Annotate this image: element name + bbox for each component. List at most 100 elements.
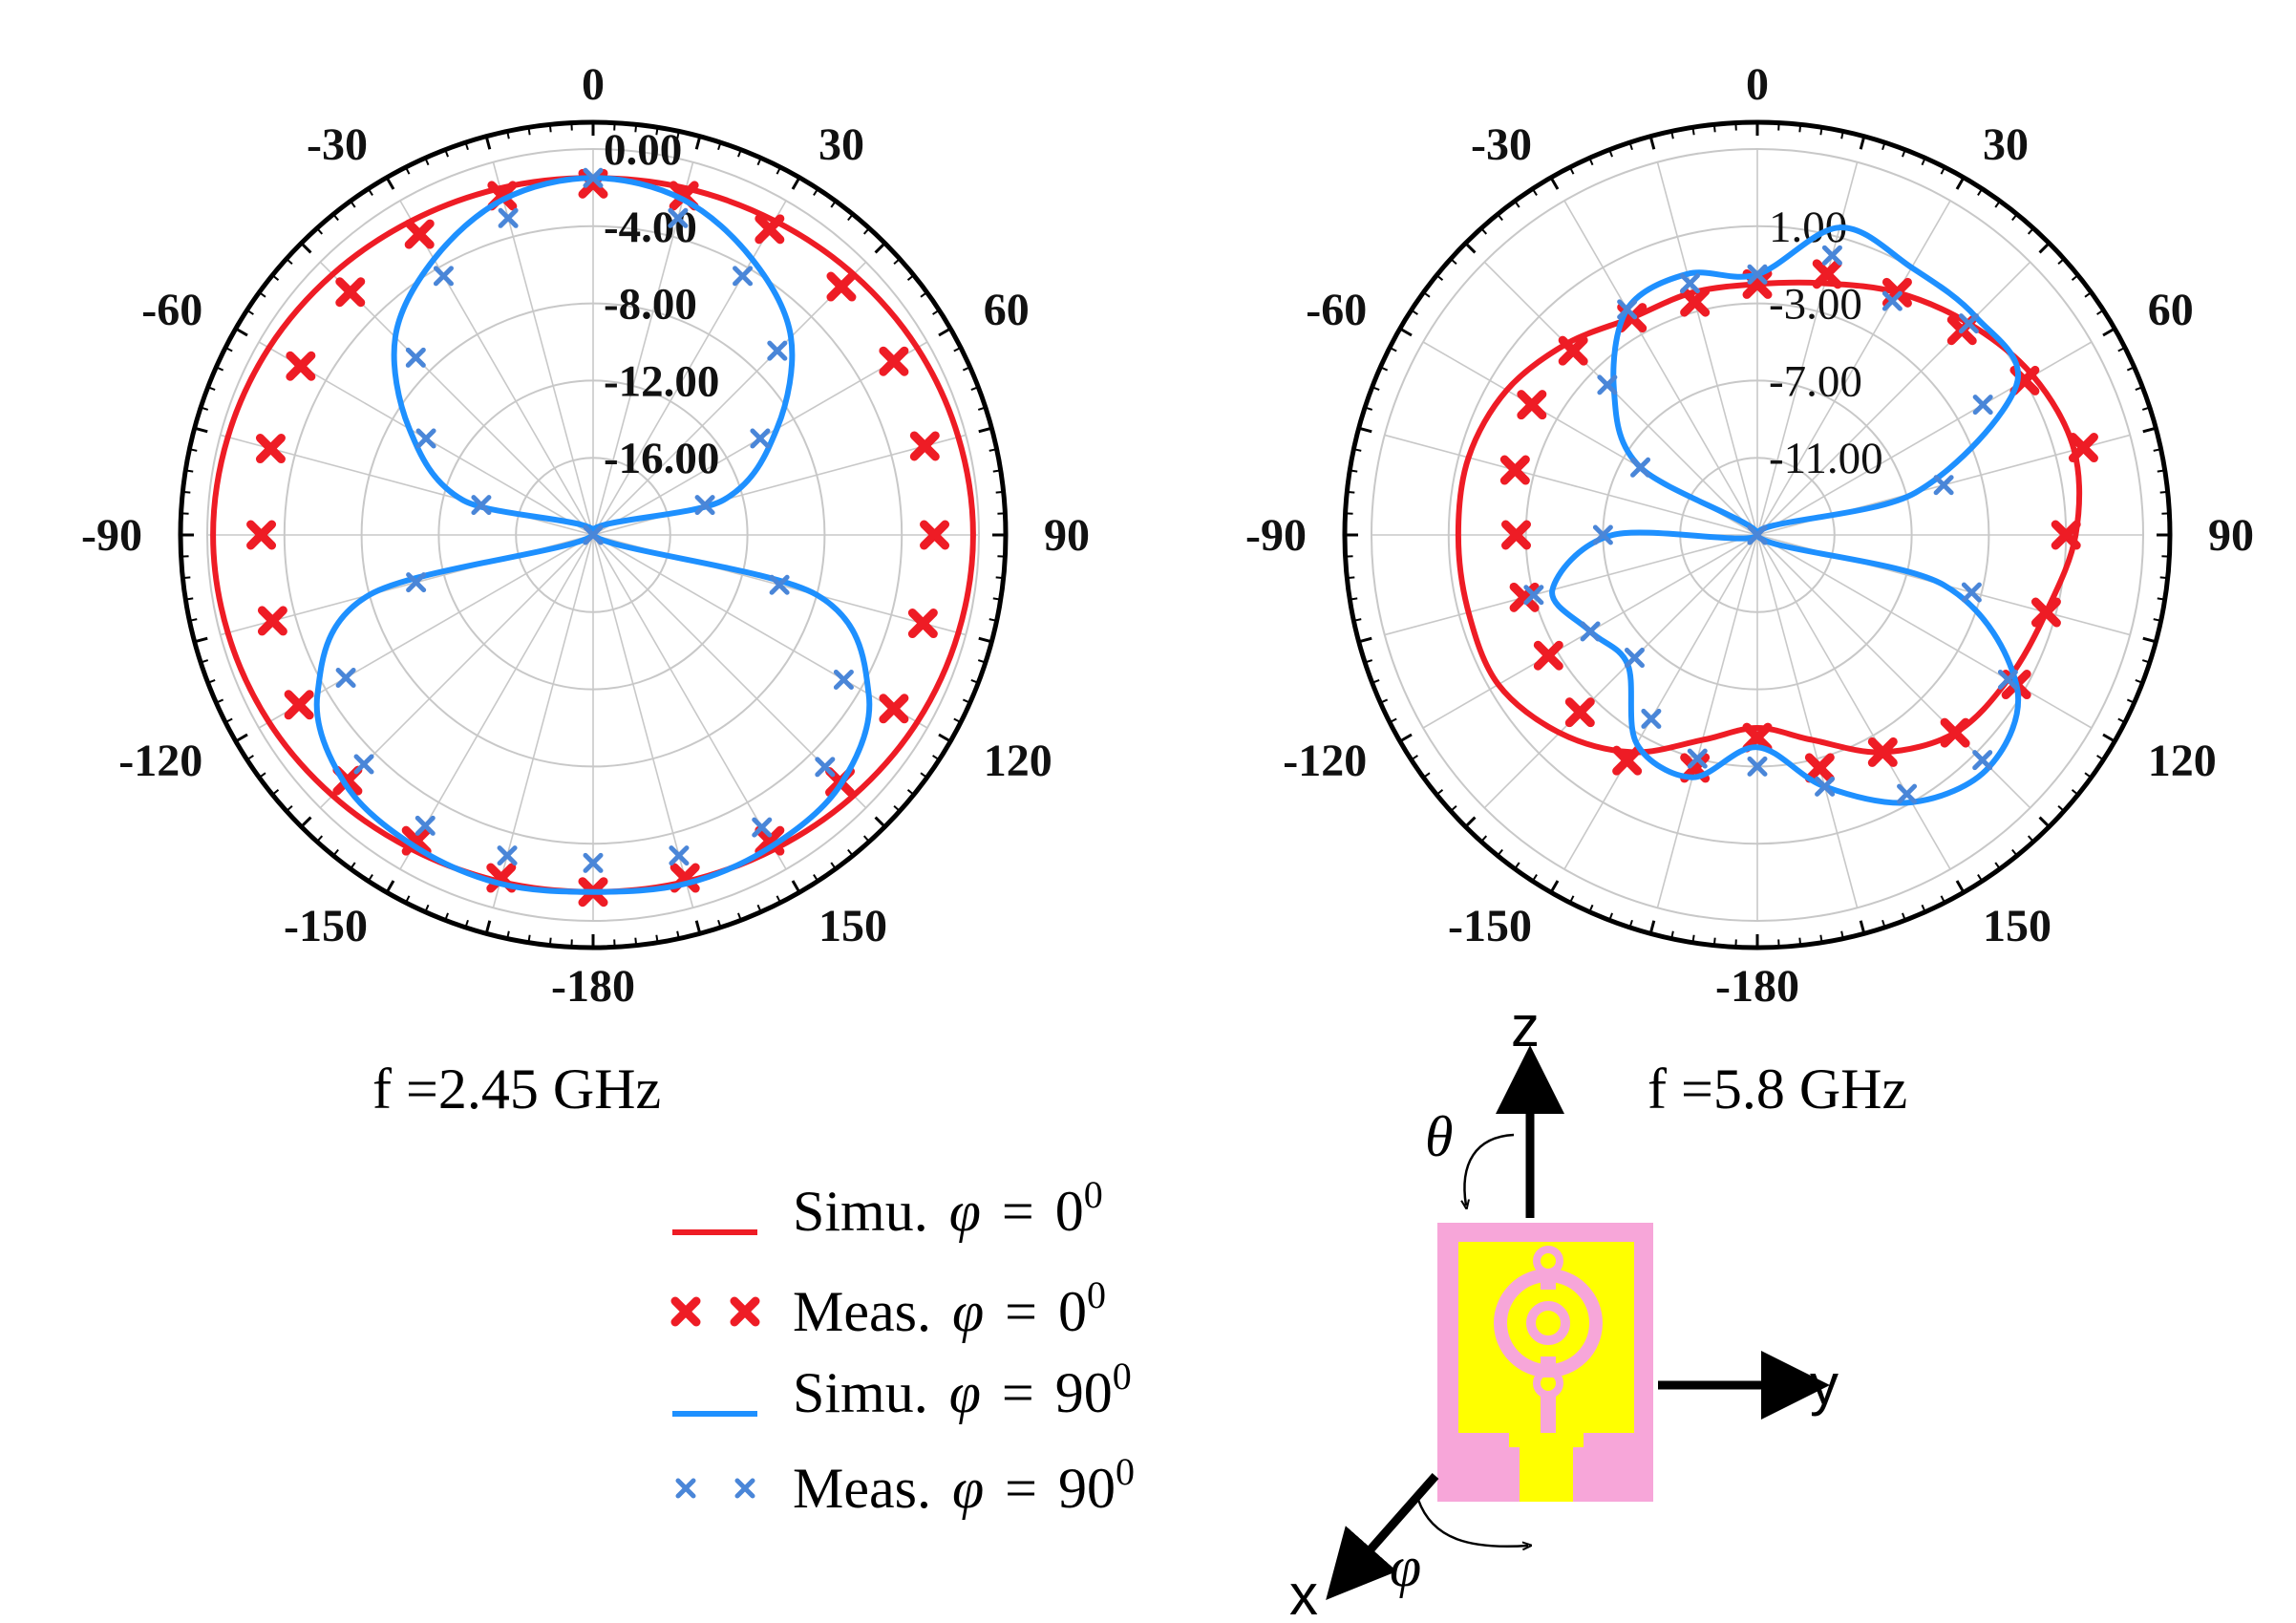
marker-meas-phi-90 [750, 428, 771, 449]
legend-label: Meas. [793, 1457, 931, 1520]
rim-tick [1588, 157, 1594, 166]
marker-meas-phi-0 [1680, 287, 1711, 317]
rim-tick [1531, 188, 1538, 196]
rim-tick [1531, 874, 1538, 882]
rim-tick [258, 291, 266, 298]
marker-meas-phi-90 [498, 207, 519, 228]
rim-tick [367, 874, 373, 882]
grid-spoke [592, 534, 928, 729]
rim-tick [424, 157, 430, 166]
rim-tick [2038, 816, 2051, 828]
legend-value: 0 [1058, 1280, 1087, 1343]
rim-tick [1464, 242, 1477, 254]
rim-tick [791, 177, 801, 190]
legend-phi: φ [949, 1361, 981, 1424]
rim-tick [2057, 804, 2065, 812]
rim-tick [1955, 880, 1966, 893]
rim-tick [2159, 490, 2168, 494]
rim-tick [464, 141, 469, 151]
rim-tick [2153, 618, 2161, 622]
marker-meas-phi-90 [415, 428, 436, 449]
rim-tick [813, 188, 819, 196]
rim-tick [1350, 469, 1358, 473]
rim-tick [717, 141, 722, 151]
angle-tick-label: -60 [141, 285, 202, 335]
radial-tick-label: 0.00 [604, 125, 682, 175]
rim-tick [1514, 862, 1520, 870]
rim-tick [1628, 919, 1633, 929]
legend-equals: = [1005, 1280, 1037, 1343]
marker-meas-phi-0 [335, 277, 366, 308]
marker-meas-phi-90 [1958, 313, 1979, 334]
radial-tick-label: -7.00 [1769, 356, 1862, 406]
marker-meas-phi-90 [1997, 670, 2018, 690]
marker-meas-phi-90 [1972, 395, 1993, 416]
rim-tick [189, 618, 198, 622]
angle-tick-label: -120 [1283, 736, 1367, 786]
caption-left: f =2.45 GHz [372, 1057, 661, 1121]
rim-tick [1568, 895, 1575, 904]
legend-equals: = [1002, 1180, 1034, 1243]
grid-spoke [1756, 534, 1951, 870]
grid-spoke [1756, 534, 1859, 908]
legend-value: 90 [1055, 1361, 1113, 1424]
rim-tick [404, 895, 411, 904]
rim-tick [874, 816, 886, 828]
rim-tick [424, 904, 430, 913]
rim-tick [332, 848, 339, 857]
rim-tick [932, 755, 940, 761]
rim-tick [1670, 930, 1674, 939]
rim-tick [286, 804, 293, 812]
rim-tick [484, 920, 492, 934]
marker-meas-phi-0 [826, 271, 857, 302]
rim-tick [444, 912, 449, 921]
rim-tick [1350, 597, 1358, 601]
rim-tick [1353, 618, 1362, 622]
rim-tick [1411, 309, 1418, 315]
rim-tick [2071, 274, 2079, 281]
rim-tick [995, 490, 1004, 494]
legend-superscript: 0 [1113, 1355, 1132, 1398]
y-axis-label: y [1810, 1353, 1839, 1417]
rim-tick [717, 919, 722, 929]
rim-tick [2135, 679, 2143, 684]
marker-meas-phi-90 [1747, 756, 1768, 777]
rim-tick [1435, 789, 1444, 796]
rim-tick [271, 274, 280, 281]
rim-tick [847, 848, 854, 857]
rim-tick [893, 258, 901, 266]
marker-meas-phi-0 [1501, 520, 1531, 550]
marker-meas-phi-0 [1558, 335, 1588, 366]
rim-tick [978, 636, 992, 644]
marker-meas-phi-90 [733, 266, 754, 287]
marker-meas-phi-90 [1679, 273, 1700, 294]
rim-tick [2102, 327, 2115, 337]
rim-tick [1608, 149, 1613, 158]
rim-tick [1358, 636, 1372, 644]
rim-tick [1712, 937, 1716, 946]
legend-phi: φ [949, 1180, 981, 1243]
rim-tick [1353, 448, 1362, 452]
legend-item: Simu. φ = 00 [672, 1173, 1103, 1243]
rim-tick [791, 880, 801, 893]
rim-tick [1712, 124, 1716, 133]
rim-tick [246, 755, 254, 761]
rim-tick [953, 717, 962, 724]
marker-meas-phi-90 [1624, 648, 1645, 669]
rim-tick [1379, 698, 1389, 704]
rim-tick [906, 274, 915, 281]
marker-meas-phi-0 [909, 431, 940, 461]
radial-tick-label: -8.00 [604, 280, 697, 330]
rim-tick [506, 930, 510, 939]
rim-tick [271, 789, 280, 796]
marker-meas-phi-0 [907, 609, 938, 639]
rim-tick [1422, 772, 1431, 779]
rim-tick [464, 919, 469, 929]
rim-tick [2126, 366, 2136, 372]
rim-tick [1608, 912, 1613, 921]
grid-spoke [592, 534, 787, 870]
grid-spoke [1483, 261, 1758, 536]
rim-tick [286, 258, 293, 266]
angle-tick-label: 120 [984, 736, 1052, 786]
